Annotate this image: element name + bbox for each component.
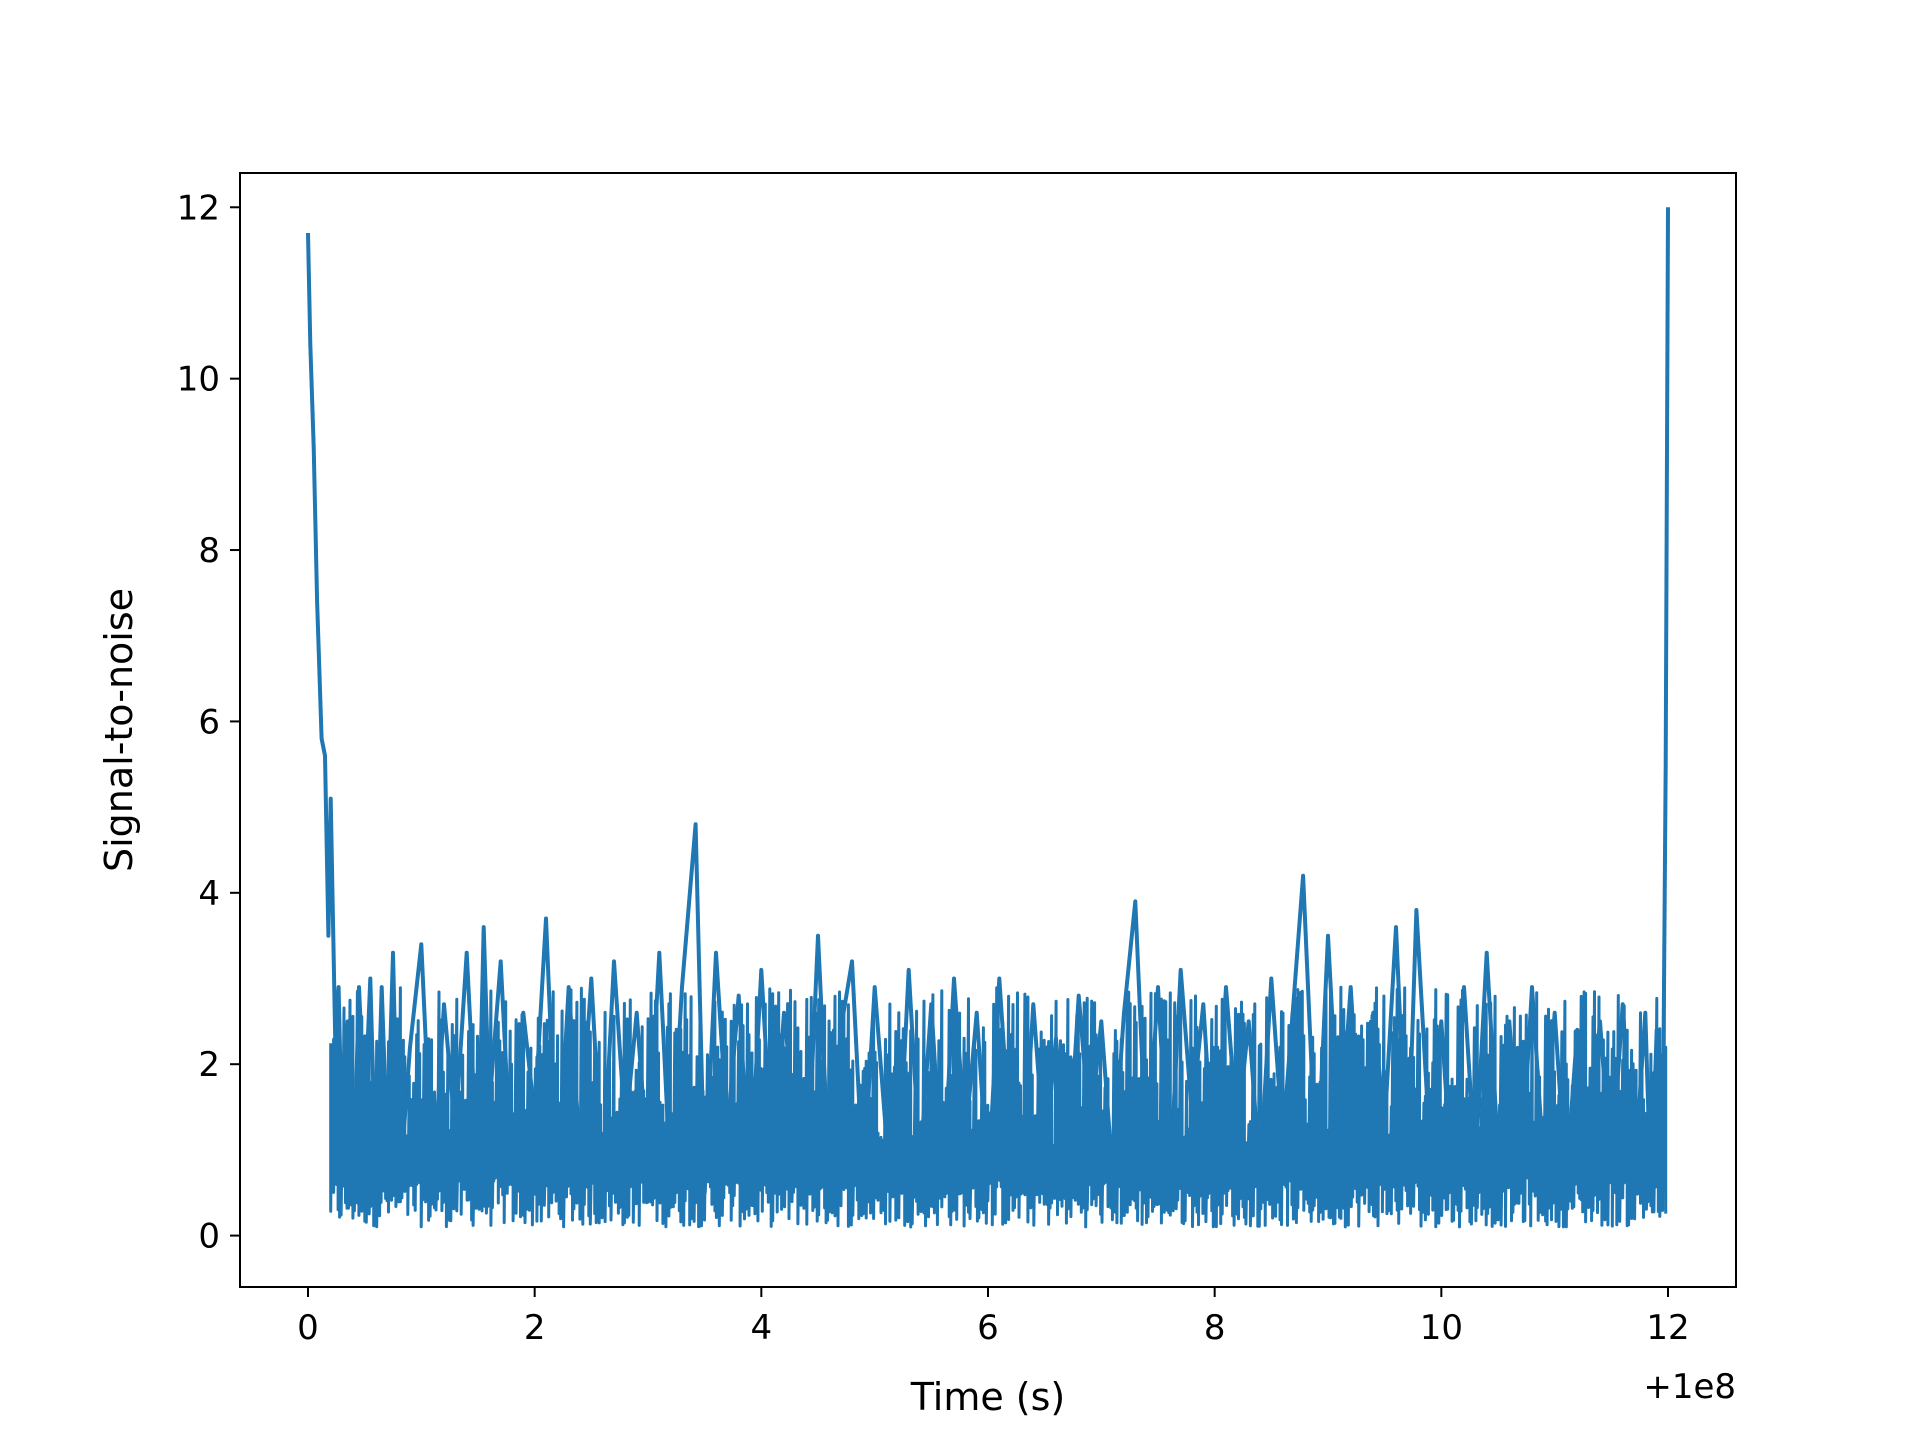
x-tick-label: 12: [1646, 1308, 1689, 1348]
x-tick-label: 2: [524, 1308, 546, 1348]
y-tick-label: 4: [198, 874, 220, 914]
axis-ticks: 0 2 4 6 8 10 12 0 2 4 6 8 10 12: [177, 188, 1690, 1348]
series-noise-band: [329, 985, 1668, 1229]
x-tick-label: 4: [751, 1308, 773, 1348]
y-tick-label: 10: [177, 360, 220, 400]
x-tick-label: 0: [297, 1308, 319, 1348]
x-tick-label: 6: [977, 1308, 999, 1348]
y-axis-label: Signal-to-noise: [97, 588, 141, 872]
y-tick-label: 6: [198, 702, 220, 742]
x-tick-label: 8: [1204, 1308, 1226, 1348]
x-offset-label: +1e8: [1643, 1367, 1736, 1407]
y-tick-label: 2: [198, 1045, 220, 1085]
x-tick-label: 10: [1420, 1308, 1463, 1348]
series-noise-path: [329, 985, 1668, 1229]
y-tick-label: 12: [177, 188, 220, 228]
y-tick-label: 8: [198, 531, 220, 571]
x-axis-label: Time (s): [910, 1375, 1066, 1419]
y-tick-label: 0: [198, 1217, 220, 1257]
